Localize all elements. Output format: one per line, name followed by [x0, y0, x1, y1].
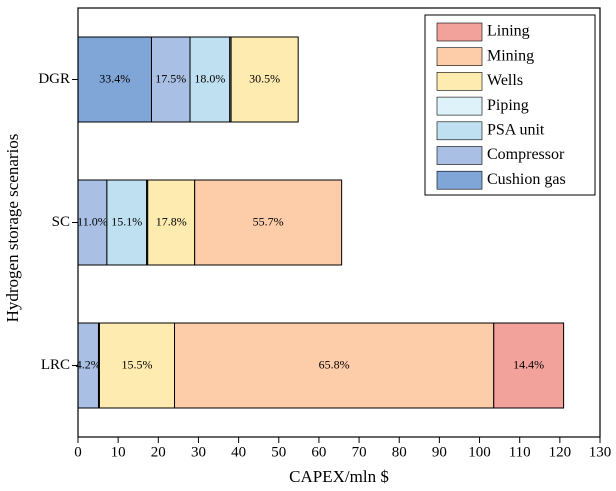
- legend-swatch: [436, 121, 483, 141]
- segment-label: 15.1%: [111, 214, 142, 228]
- legend-label: Lining: [487, 23, 530, 40]
- segment-label: 55.7%: [253, 214, 284, 228]
- segment-label: 17.5%: [155, 71, 186, 85]
- y-axis-title: Hydrogen storage scenarios: [3, 134, 22, 323]
- x-axis-title: CAPEX/mln $: [289, 467, 389, 486]
- x-tick-label: 110: [509, 444, 531, 460]
- segment-label: 18.0%: [194, 71, 225, 85]
- y-tick-label: SC: [52, 214, 70, 230]
- legend-swatch: [436, 47, 483, 67]
- segment-label: 11.0%: [77, 214, 108, 228]
- x-tick-label: 30: [191, 444, 206, 460]
- segment-label: 15.5%: [121, 357, 152, 371]
- x-tick-label: 10: [111, 444, 126, 460]
- legend-swatch: [436, 170, 483, 190]
- legend-label: Piping: [487, 97, 529, 114]
- y-tick-label: DGR: [38, 71, 70, 87]
- bar-segment: [230, 36, 299, 123]
- x-tick-label: 70: [352, 444, 367, 460]
- bar-segment: [189, 36, 231, 123]
- segment-label: 14.4%: [513, 357, 544, 371]
- x-tick-label: 100: [468, 444, 491, 460]
- y-tick-label: LRC: [41, 357, 70, 373]
- bar-segment: [77, 179, 108, 266]
- x-tick-label: 120: [549, 444, 572, 460]
- legend-swatch: [436, 22, 483, 42]
- legend-swatch: [436, 96, 483, 116]
- legend-label: Wells: [487, 72, 523, 89]
- plot-frame: [77, 7, 601, 438]
- x-tick-label: 40: [231, 444, 246, 460]
- legend-label: PSA unit: [487, 121, 545, 138]
- x-tick-label: 20: [151, 444, 166, 460]
- legend-label: Compressor: [487, 146, 565, 163]
- legend-swatch: [436, 146, 483, 165]
- bar-segment: [147, 179, 196, 266]
- x-tick-label: 80: [392, 444, 407, 460]
- segment-label: 33.4%: [99, 71, 130, 85]
- legend-label: Mining: [487, 47, 534, 64]
- bar-segment: [174, 322, 495, 409]
- bar-segment: [194, 179, 343, 266]
- x-tick-label: 60: [311, 444, 326, 460]
- x-tick-label: 130: [589, 444, 612, 460]
- bar-segment: [98, 322, 176, 409]
- segment-label: 65.8%: [319, 357, 350, 371]
- x-tick-label: 50: [271, 444, 286, 460]
- legend-label: Cushion gas: [487, 171, 566, 188]
- segment-label: 30.5%: [249, 71, 280, 85]
- x-tick-label: 90: [432, 444, 447, 460]
- legend-swatch: [436, 72, 483, 91]
- segment-label: 4.2%: [76, 357, 101, 371]
- bar-segment: [493, 322, 565, 409]
- x-tick-label: 0: [74, 444, 82, 460]
- segment-label: 17.8%: [156, 214, 187, 228]
- bar-segment: [106, 179, 148, 266]
- bar-segment: [150, 36, 191, 123]
